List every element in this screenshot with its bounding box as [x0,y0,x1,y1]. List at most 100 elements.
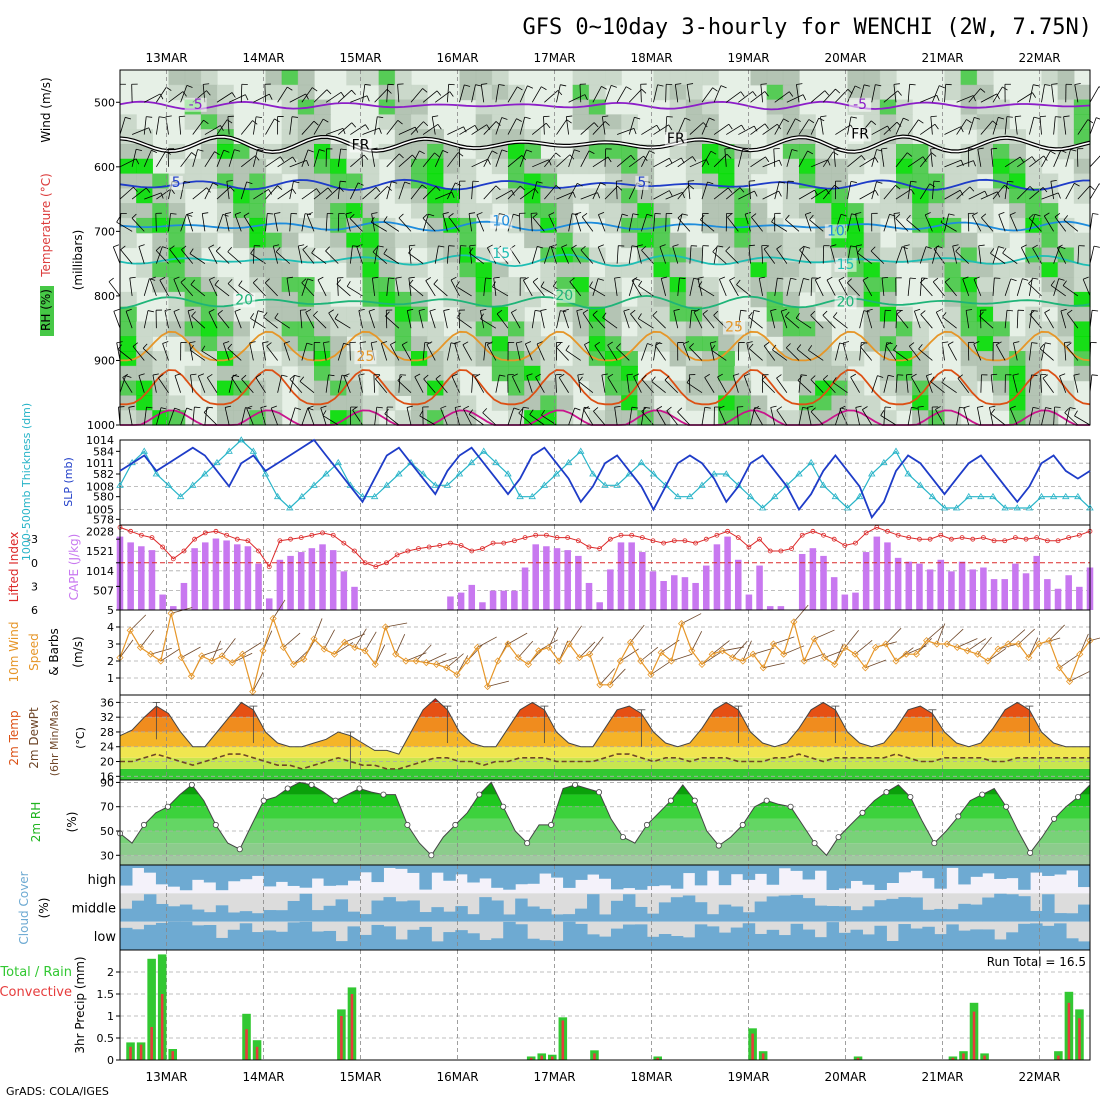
wind-barb-flag [896,310,902,315]
precip-convective-bar [983,1055,986,1060]
wind-barb-flag [634,116,641,120]
wind-barb [337,148,342,167]
rh-cell [168,291,186,308]
millibars-label: (millibars) [71,230,85,291]
wind-barb [967,638,987,652]
wind-barb [112,246,121,264]
cloud-cell [323,905,337,922]
rh-cell [265,262,283,278]
wind-barb-flag [1069,407,1076,410]
wind-barb [881,277,885,296]
cloud-cell [838,932,851,950]
wind-barb [408,277,412,296]
rh-cell [993,262,1010,278]
wind-barb-flag [672,244,679,247]
wind-barb [1065,407,1071,426]
lifted-index-marker [842,543,848,548]
rh-cell [993,99,1010,115]
precip-convective-bar [550,1056,554,1060]
wind-barb [832,381,848,394]
lifted-index-marker [202,530,208,536]
rh-cell [572,277,590,293]
cape-bar [660,581,667,610]
wind-speed-marker [198,652,206,660]
cloud-cell [862,906,875,922]
wind-barb [589,286,606,297]
cape-bar [830,577,838,610]
rh-cell [605,410,622,426]
rh-cell [750,351,768,367]
rh-cell [217,217,234,234]
cloud-cell [395,939,408,950]
lifted-index-marker [607,536,613,542]
wind-barb-flag [807,150,814,155]
rh-cell [200,336,218,352]
wind-barb-flag [652,310,658,316]
wind-barb [795,317,812,329]
wind-barb [426,344,436,361]
rh-cell [508,158,525,175]
rh-cell [572,188,590,204]
wind-speed-marker [290,660,298,668]
wind-barb [907,119,919,135]
rh-cell [976,203,994,219]
lifted-index-marker [256,548,261,554]
wind-barb [301,87,313,103]
rh-cell [896,365,913,382]
wind-speed-marker [300,655,308,663]
rh-cell [411,114,428,130]
wind-barb-flag [796,344,802,350]
wind-speed-marker [657,648,665,657]
wind-barb [1079,633,1089,655]
wind-barb-flag [414,373,421,378]
rh-marker [596,789,603,796]
rh-cell [120,351,137,367]
cloud-cell [120,908,133,922]
cloud-cell [910,928,923,950]
rh-cell [249,380,267,397]
wind-barb-flag [131,213,137,219]
wind-barb [1017,92,1033,103]
rh-marker [236,846,243,853]
wind-barb-flag [683,341,690,345]
rh-cell [330,410,347,426]
rh-cell [993,291,1010,308]
wind-barb-flag [412,154,417,160]
cape-bar [884,542,891,610]
wind-barb-flag [614,405,621,408]
wind-barb [217,313,230,329]
thickness-marker [358,492,367,500]
rh-cell [702,70,719,86]
contour-label-bg [349,138,372,153]
cloud-cell [1006,932,1019,950]
rh-cell [508,321,525,337]
wind-barb [1004,181,1008,200]
rh-cell [249,365,267,382]
rh-cell [491,158,509,175]
wind-barb [535,376,545,393]
rh-cell [459,158,477,175]
wind-barb-flag [668,158,673,164]
wind-barb [776,377,788,393]
cloud-cell [958,903,971,922]
wind-barb-flag [776,374,782,379]
wind-barb [356,246,363,264]
rh-cell [281,291,299,308]
wind-barb [780,310,788,329]
wind-barb-flag [850,116,857,119]
rh-cell [184,247,202,263]
rh-cell [944,321,962,337]
rh-cell [265,84,283,101]
rh-cell [459,173,477,189]
wind-barb-flag [1093,245,1100,248]
rh-cell [637,262,655,278]
rh-marker [476,791,483,798]
wind-barb-flag [249,341,256,344]
thickness-marker [504,470,512,477]
wind-barb-flag [862,276,869,281]
wind-barb-flag [437,124,442,130]
lifted-index-marker [320,530,325,536]
cloud-cell [575,865,588,880]
